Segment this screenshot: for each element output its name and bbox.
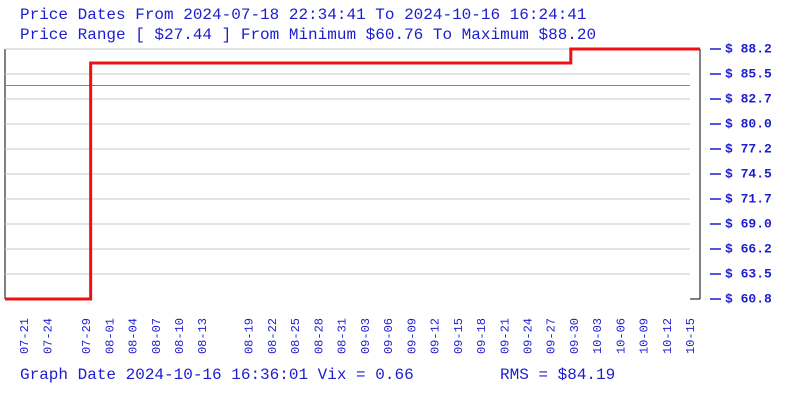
x-tick-label: 08-22	[266, 318, 280, 354]
x-tick-label: 09-21	[498, 318, 512, 354]
x-tick-label: 07-24	[41, 318, 55, 354]
x-tick-label: 10-03	[591, 318, 605, 354]
y-tick-label: $ 66.2	[725, 241, 772, 256]
x-tick-label: 09-06	[382, 318, 396, 354]
x-tick-label: 08-07	[150, 318, 164, 354]
x-tick-label: 10-15	[684, 318, 698, 354]
x-tick-label: 07-21	[18, 318, 32, 354]
x-tick-label: 09-09	[405, 318, 419, 354]
x-tick-label: 07-29	[80, 318, 94, 354]
x-tick-label: 08-13	[196, 318, 210, 354]
footer: Graph Date 2024-10-16 16:36:01 Vix = 0.6…	[20, 366, 414, 384]
x-tick-label: 09-27	[545, 318, 559, 354]
x-tick-label: 08-28	[312, 318, 326, 354]
x-tick-label: 09-30	[568, 318, 582, 354]
x-tick-label: 09-03	[359, 318, 373, 354]
x-tick-label: 08-10	[173, 318, 187, 354]
x-tick-label: 08-19	[243, 318, 257, 354]
x-tick-label: 09-18	[475, 318, 489, 354]
x-tick-label: 09-12	[429, 318, 443, 354]
chart-subtitle: Price Range [ $27.44 ] From Minimum $60.…	[20, 26, 596, 44]
x-tick-label: 10-12	[661, 318, 675, 354]
y-tick-label: $ 69.0	[725, 216, 772, 231]
y-tick-label: $ 63.5	[725, 266, 772, 281]
rms-label: RMS = $84.19	[500, 366, 615, 384]
x-tick-label: 10-09	[638, 318, 652, 354]
y-tick-label: $ 60.8	[725, 291, 772, 306]
y-tick-label: $ 82.7	[725, 91, 772, 106]
x-tick-label: 08-01	[103, 318, 117, 354]
price-line	[5, 47, 700, 301]
y-tick-label: $ 71.7	[725, 191, 772, 206]
chart-title: Price Dates From 2024-07-18 22:34:41 To …	[20, 6, 587, 24]
x-tick-label: 10-06	[614, 318, 628, 354]
y-tick-label: $ 74.5	[725, 166, 772, 181]
x-tick-label: 08-31	[336, 318, 350, 354]
y-tick-label: $ 80.0	[725, 116, 772, 131]
x-tick-label: 08-25	[289, 318, 303, 354]
x-tick-label: 09-15	[452, 318, 466, 354]
x-tick-label: 08-04	[127, 318, 141, 354]
y-tick-label: $ 85.5	[725, 66, 772, 81]
y-tick-label: $ 77.2	[725, 141, 772, 156]
x-tick-label: 09-24	[522, 318, 536, 354]
y-tick-label: $ 88.2	[725, 41, 772, 56]
